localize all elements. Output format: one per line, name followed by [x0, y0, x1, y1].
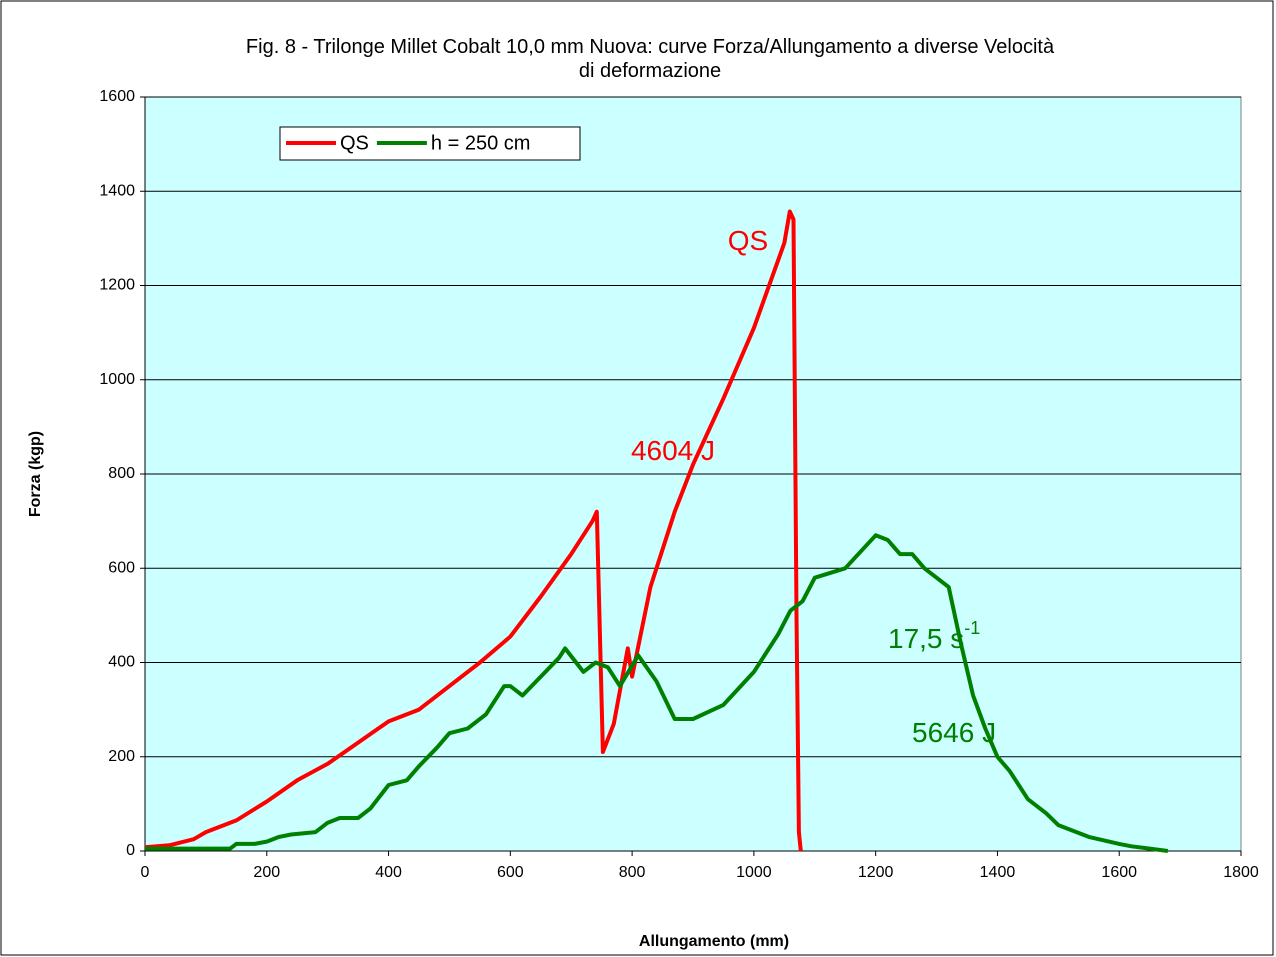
- y-tick-label: 400: [108, 654, 135, 671]
- y-tick-label: 1400: [99, 182, 135, 199]
- y-tick-label: 1000: [99, 371, 135, 388]
- annotation-text: 4604 J: [631, 435, 715, 466]
- y-tick-label: 200: [108, 748, 135, 765]
- annotation-sup: -1: [964, 618, 980, 638]
- y-tick-label: 800: [108, 465, 135, 482]
- annotation: QS: [728, 225, 768, 256]
- legend-label: h = 250 cm: [431, 132, 531, 154]
- y-tick-label: 1600: [99, 88, 135, 105]
- x-tick-label: 1400: [980, 864, 1016, 881]
- annotation: 17,5 s-1: [888, 618, 980, 655]
- chart-title: Fig. 8 - Trilonge Millet Cobalt 10,0 mm …: [246, 36, 1055, 82]
- x-tick-label: 1600: [1101, 864, 1137, 881]
- annotation: 5646 J: [912, 717, 996, 748]
- x-tick-label: 800: [619, 864, 646, 881]
- x-tick-label: 400: [375, 864, 402, 881]
- annotation-text: 17,5 s: [888, 623, 964, 654]
- x-tick-label: 1200: [858, 864, 894, 881]
- x-tick-label: 1800: [1223, 864, 1259, 881]
- x-tick-label: 600: [497, 864, 524, 881]
- y-tick-label: 1200: [99, 277, 135, 294]
- y-tick-label: 0: [126, 842, 135, 859]
- series-line: [144, 209, 803, 852]
- y-tick-label: 600: [108, 559, 135, 576]
- y-axis-label: Forza (kgp): [27, 431, 44, 517]
- x-tick-label: 0: [141, 864, 150, 881]
- annotation-text: QS: [728, 225, 768, 256]
- legend-label: QS: [340, 132, 369, 154]
- series-line: [145, 533, 1169, 853]
- annotation: 4604 J: [631, 435, 715, 466]
- x-tick-label: 1000: [736, 864, 772, 881]
- annotation-text: 5646 J: [912, 717, 996, 748]
- x-axis-label: Allungamento (mm): [639, 933, 789, 950]
- x-tick-label: 200: [253, 864, 280, 881]
